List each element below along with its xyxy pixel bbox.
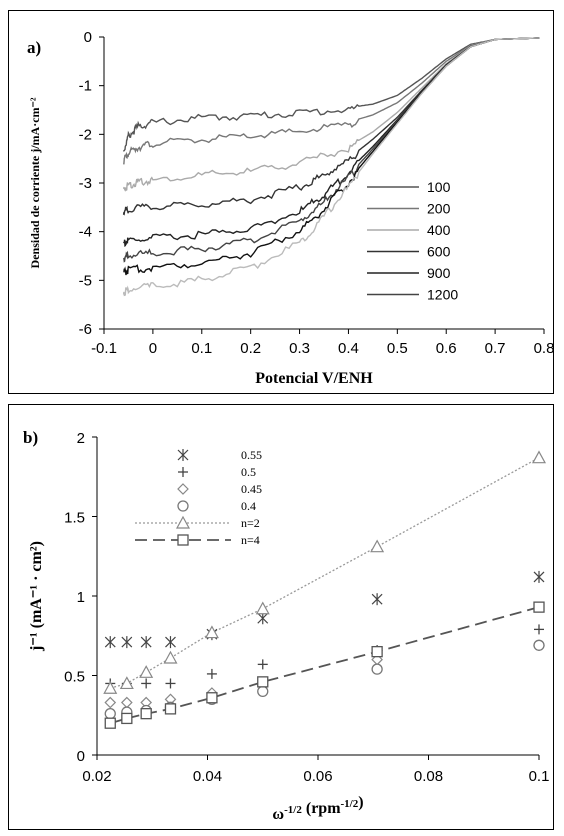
- x-tick-label-a: 0.7: [485, 340, 506, 357]
- data-point-b-s6-4: [164, 703, 177, 715]
- y-axis-label-a: Densidad de corriente j/mA·cm⁻²: [28, 97, 42, 268]
- data-point-b-s2-5: [206, 668, 217, 679]
- x-tick-label-a: 0.6: [436, 340, 457, 357]
- data-point-b-s5-8: [531, 450, 547, 464]
- data-point-b-s2-4: [165, 678, 176, 689]
- x-tick-label-a: 0.3: [289, 340, 310, 357]
- legend-label-a: 200: [427, 201, 451, 217]
- legend-label-b: n=2: [241, 516, 260, 530]
- series-line-a-4: [122, 37, 540, 216]
- line-chart-a: a) 0 -1 -2 -3 -4 -5 -6 -0.1 0 0.1 0.2 0.3 0.4 0.5 0.6 0.…: [27, 29, 553, 387]
- legend-marker-b: [177, 449, 189, 461]
- data-point-b-s1-7: [371, 593, 383, 606]
- y-axis-label-b: j⁻¹ (mA⁻¹ · cm²): [28, 541, 45, 652]
- data-point-b-s5-4: [163, 650, 178, 664]
- legend-label-a: 400: [427, 222, 451, 238]
- data-point-b-s6-8: [533, 601, 545, 613]
- x-tick-label-b: 0.06: [303, 768, 332, 785]
- panel-label-b: b): [23, 428, 38, 447]
- data-point-b-s1-2: [121, 636, 133, 649]
- x-tick-label-b: 0.04: [193, 768, 222, 785]
- y-tick-label-a: 0: [84, 29, 92, 46]
- x-tick-label-a: 0.4: [338, 340, 359, 357]
- data-point-b-s6-7: [371, 645, 383, 658]
- data-point-b-s3-1: [104, 696, 117, 709]
- data-point-b-s5-1: [103, 680, 118, 694]
- data-point-b-s5-6: [255, 601, 270, 615]
- y-tick-label-a: -2: [79, 126, 92, 143]
- legend-marker-b: [175, 515, 191, 529]
- legend-label-a: 900: [427, 265, 451, 281]
- legend-label-a: 600: [427, 244, 451, 260]
- y-tick-label-a: -3: [79, 175, 92, 192]
- x-axis-label-a: Potencial V/ENH: [255, 370, 373, 387]
- legend-label-b: n=4: [241, 533, 260, 547]
- data-point-b-s6-2: [121, 712, 133, 725]
- y-tick-label-b: 2: [77, 430, 85, 447]
- legend-label-b: 0.45: [241, 482, 262, 496]
- data-point-b-s5-3: [139, 665, 154, 678]
- data-point-b-s2-8: [534, 624, 544, 635]
- x-tick-label-a: 0.1: [191, 340, 212, 357]
- x-tick-label-b: 0.02: [82, 768, 111, 785]
- data-point-b-s1-1: [104, 636, 116, 649]
- x-tick-label-b: 0.1: [529, 768, 550, 785]
- series-line-a-7: [123, 37, 540, 276]
- x-tick-label-a: 0.2: [240, 340, 261, 357]
- x-axis-label-b: ω-1/2 (rpm-1/2): [272, 794, 363, 823]
- fit-line-b-5: [110, 457, 540, 689]
- x-tick-label-a: 0.5: [387, 340, 408, 357]
- chart-panel-b: b) 0 0.5 1 1.5 2 0.02 0.04 0.06 0.08 0.1 ω-1/2 (rpm…: [8, 404, 554, 830]
- chart-panel-a: a) 0 -1 -2 -3 -4 -5 -6 -0.1 0 0.1 0.2 0.3 0.4 0.5 0.6 0.…: [8, 10, 554, 394]
- legend-label-a: 1200: [427, 287, 458, 303]
- y-tick-label-a: -6: [79, 321, 92, 338]
- series-line-a-3: [122, 37, 540, 193]
- data-point-b-s4-6: [257, 685, 269, 698]
- data-point-b-s4-7: [371, 663, 383, 675]
- legend-label-b: 0.55: [241, 448, 262, 462]
- panel-label-a: a): [27, 38, 41, 57]
- data-point-b-s4-8: [533, 639, 545, 651]
- y-tick-label-b: 0: [77, 748, 85, 765]
- x-tick-label-a: -0.1: [91, 340, 117, 357]
- y-tick-label-b: 0.5: [64, 669, 85, 686]
- data-point-b-s6-3: [140, 708, 152, 720]
- data-point-b-s5-7: [370, 539, 385, 553]
- series-line-a-6: [122, 37, 540, 263]
- legend-label-a: 100: [427, 179, 451, 195]
- series-line-a-2: [122, 37, 540, 165]
- data-point-b-s6-6: [257, 676, 269, 688]
- legend-marker-b: [177, 534, 189, 546]
- data-point-b-s1-4: [165, 636, 176, 649]
- series-line-a-8: [122, 37, 540, 297]
- scatter-chart-b: b) 0 0.5 1 1.5 2 0.02 0.04 0.06 0.08 0.1 ω-1/2 (rpm…: [23, 428, 550, 823]
- series-line-a-5: [122, 37, 540, 248]
- y-tick-label-b: 1.5: [64, 510, 85, 527]
- data-point-b-s6-5: [206, 692, 218, 704]
- data-point-b-s2-3: [141, 678, 152, 689]
- data-point-b-s5-5: [204, 625, 219, 639]
- data-point-b-s1-3: [140, 636, 152, 649]
- x-tick-label-a: 0.8: [534, 340, 553, 357]
- y-tick-label-b: 1: [77, 589, 85, 606]
- legend-marker-b: [177, 500, 189, 512]
- x-tick-label-a: 0: [149, 340, 157, 357]
- y-tick-label-a: -4: [79, 224, 92, 241]
- y-tick-label-a: -5: [79, 272, 92, 289]
- series-line-a-1: [122, 37, 540, 152]
- y-tick-label-a: -1: [79, 78, 92, 95]
- legend-label-b: 0.5: [241, 465, 256, 479]
- legend-marker-b: [178, 467, 188, 477]
- data-point-b-s2-6: [257, 659, 268, 670]
- x-tick-label-b: 0.08: [414, 768, 443, 785]
- data-point-b-s1-8: [533, 570, 545, 583]
- data-point-b-s6-1: [104, 717, 116, 729]
- data-point-b-s3-2: [120, 696, 133, 709]
- legend-marker-b: [177, 483, 189, 495]
- data-point-b-s5-2: [119, 676, 134, 690]
- data-point-b-s4-1: [104, 708, 116, 720]
- legend-label-b: 0.4: [241, 499, 256, 513]
